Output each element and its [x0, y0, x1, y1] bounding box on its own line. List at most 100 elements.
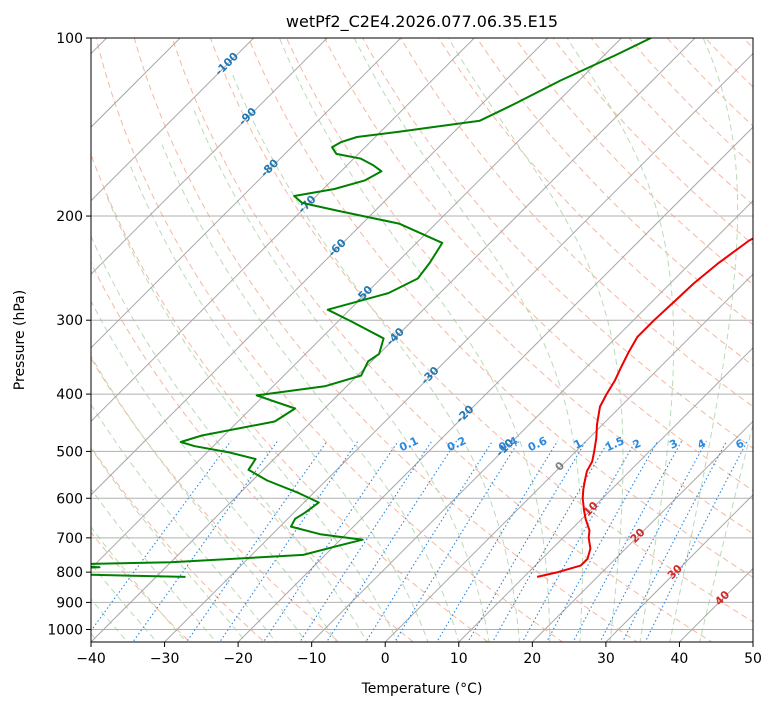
y-tick-label: 900 — [56, 595, 83, 611]
y-tick-label: 300 — [56, 313, 83, 329]
isotherm-line — [91, 38, 476, 423]
mixing-ratio-line — [467, 440, 587, 642]
isotherm-label: -80 — [258, 156, 281, 179]
mixing-ratio-line — [299, 440, 433, 642]
y-tick-label: 200 — [56, 209, 83, 225]
dry-adiabat-line — [628, 38, 753, 166]
moist-adiabat-line — [0, 388, 79, 654]
mixing-ratio-label: 6 — [734, 437, 747, 452]
moist-adiabat-line — [91, 488, 217, 642]
isotherm-label: 20 — [628, 525, 648, 545]
isotherm-line — [91, 38, 696, 642]
mixing-ratio-line — [599, 440, 707, 642]
y-tick-label: 700 — [56, 531, 83, 547]
y-tick-label: 600 — [56, 491, 83, 507]
dry-adiabat-line — [91, 531, 191, 642]
moist-adiabat-line — [230, 71, 520, 642]
dry-adiabat-line — [552, 38, 753, 245]
isotherm-line — [91, 38, 255, 202]
mixing-ratio-line — [545, 440, 659, 642]
moist-adiabat-line — [91, 355, 307, 642]
moist-adiabat-line — [699, 422, 753, 642]
mixing-ratio-line — [185, 440, 328, 642]
dry-adiabat-line — [133, 38, 639, 642]
mixing-ratio-label: 4 — [695, 437, 708, 452]
isotherm-line — [531, 420, 753, 642]
dry-adiabat-line — [171, 38, 713, 642]
mixing-ratio-label: 2 — [631, 437, 643, 452]
mixing-ratio-line — [219, 440, 359, 642]
profile-lines — [91, 38, 753, 578]
mixing-ratio-line — [262, 440, 399, 642]
moist-adiabat-line — [91, 447, 247, 642]
mixing-ratio-line — [394, 440, 520, 642]
dry-adiabat-line — [514, 38, 753, 285]
x-tick-label: 40 — [670, 651, 688, 667]
dry-adiabat-line — [285, 38, 753, 535]
isotherm-label: -30 — [418, 364, 441, 387]
mixing-ratio-line — [492, 440, 610, 642]
isotherm-line — [163, 52, 753, 642]
dry-adiabat-line — [666, 38, 753, 127]
x-tick-label: 20 — [523, 651, 541, 667]
isotherm-label: 30 — [665, 562, 685, 582]
moist-adiabat-line — [278, 38, 551, 642]
moist-adiabat-line — [91, 403, 277, 642]
mixing-ratio-label: 8 — [759, 437, 771, 452]
x-tick-label: 10 — [450, 651, 468, 667]
moist-adiabat-line — [193, 110, 490, 642]
isotherm-line — [384, 273, 753, 642]
x-tick-label: −40 — [76, 651, 106, 667]
moist-adiabat-line — [161, 144, 460, 642]
dewpoint-line — [91, 38, 652, 578]
dry-adiabat-line — [476, 38, 753, 326]
mixing-ratio-line — [521, 440, 637, 642]
isotherm-label: -40 — [384, 325, 407, 348]
x-tick-label: 30 — [597, 651, 615, 667]
y-tick-label: 500 — [56, 444, 83, 460]
isotherms — [91, 38, 753, 642]
moist-adiabat-line — [105, 192, 398, 642]
isotherm-label: -60 — [326, 236, 349, 259]
x-tick-label: 50 — [744, 651, 762, 667]
dry-adiabat-line — [91, 261, 415, 642]
mixing-ratio-lines — [91, 440, 748, 642]
mixing-ratio-label: 3 — [667, 437, 679, 452]
moist-adiabat-line — [91, 632, 99, 642]
mixing-ratio-line — [365, 440, 494, 642]
isotherm-line — [458, 347, 753, 642]
mixing-ratio-line — [436, 440, 559, 642]
dry-adiabat-line — [91, 153, 489, 642]
isotherm-label: -100 — [212, 49, 241, 78]
isotherm-line — [605, 494, 753, 642]
isotherm-line — [91, 38, 328, 275]
moist-adiabat-line — [91, 300, 338, 642]
isotherm-line — [91, 38, 181, 128]
pressure-gridlines — [91, 38, 753, 630]
chart-title: wetPf2_C2E4.2026.077.06.35.E15 — [286, 12, 558, 32]
mixing-ratio-line — [644, 440, 748, 642]
moist-adiabat-line — [566, 38, 675, 642]
moist-adiabat-line — [91, 563, 158, 642]
isotherm-label: 0 — [553, 459, 568, 474]
x-tick-label: −10 — [297, 651, 327, 667]
dry-adiabat-line — [209, 38, 753, 623]
dry-adiabat-line — [704, 38, 753, 88]
isotherm-line — [752, 641, 753, 642]
dry-adiabat-line — [91, 357, 340, 642]
y-tick-label: 800 — [56, 565, 83, 581]
dry-adiabat-line — [400, 38, 753, 408]
isotherm-label: -90 — [236, 105, 259, 128]
x-tick-label: −30 — [150, 651, 180, 667]
x-axis-ticks: −40 −30 −20 −10 0 10 20 30 40 50 — [76, 642, 762, 667]
x-tick-label: 0 — [381, 651, 390, 667]
y-tick-label: 100 — [56, 31, 83, 47]
isotherm-line — [91, 38, 402, 349]
mixing-ratio-line — [91, 440, 232, 632]
mixing-ratio-line — [621, 440, 728, 642]
dry-adiabat-line — [590, 38, 753, 206]
isotherm-label: -20 — [453, 402, 476, 425]
y-tick-label: 400 — [56, 387, 83, 403]
